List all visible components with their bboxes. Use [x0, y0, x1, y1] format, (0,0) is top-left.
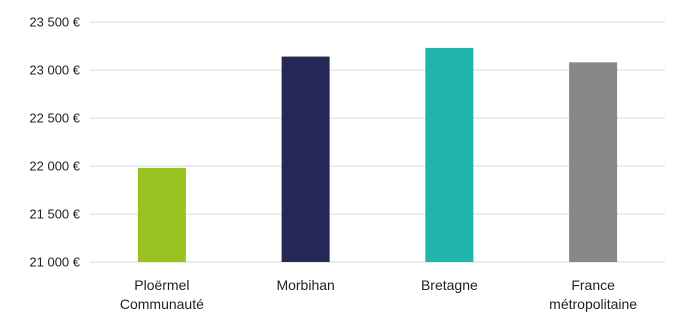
y-tick-label: 22 500 € — [29, 111, 80, 126]
y-tick-label: 23 000 € — [29, 63, 80, 78]
x-category-label: France métropolitaine — [549, 277, 637, 312]
bar — [281, 56, 330, 263]
x-category-label-line: Bretagne — [421, 277, 478, 293]
x-category-label-line: Ploërmel — [134, 277, 189, 293]
bar — [137, 167, 186, 262]
x-category-label: Bretagne — [421, 277, 478, 293]
y-tick-label: 23 500 € — [29, 15, 80, 30]
x-category-label: Morbihan — [276, 277, 334, 293]
x-category-label: Ploërmel Communauté — [120, 277, 204, 312]
y-tick-label: 21 500 € — [29, 207, 80, 222]
y-tick-label: 22 000 € — [29, 159, 80, 174]
x-category-label-line: Communauté — [120, 296, 204, 312]
x-category-label-line: métropolitaine — [549, 296, 637, 312]
bar — [425, 47, 474, 262]
y-tick-label: 21 000 € — [29, 255, 80, 270]
bar — [569, 62, 618, 262]
x-category-label-line: France — [571, 277, 615, 293]
x-category-label-line: Morbihan — [276, 277, 334, 293]
